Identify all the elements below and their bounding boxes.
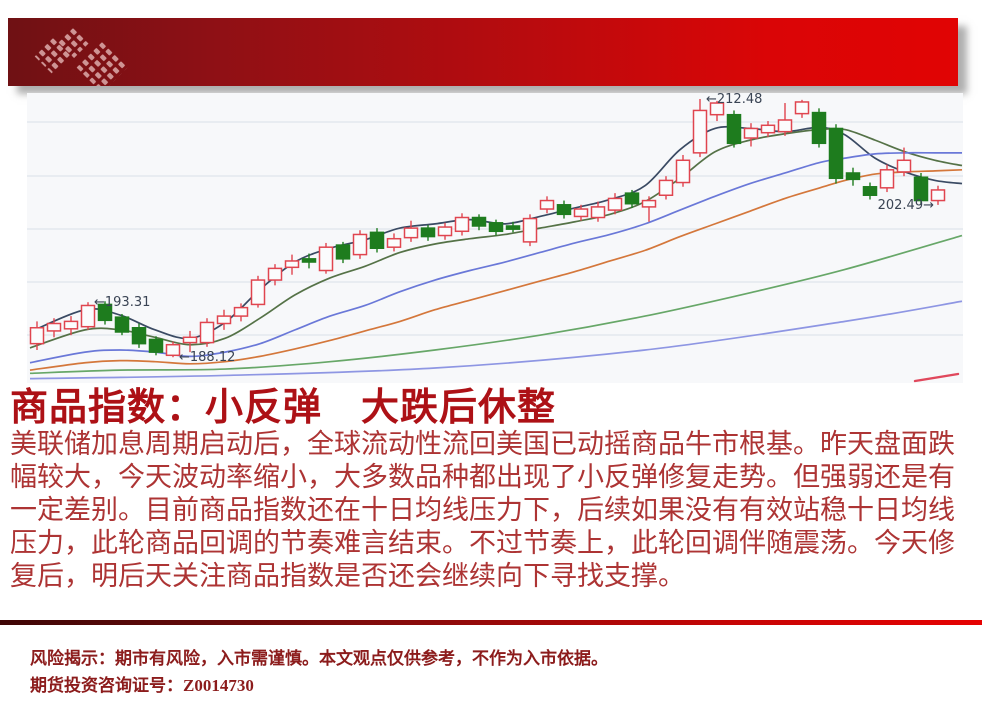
svg-text:←188.12: ←188.12: [179, 350, 235, 365]
commentary-line: 复后，明后天关注商品指数是否还会继续向下寻找支撑。: [10, 561, 685, 591]
brand-banner: [8, 18, 958, 86]
page-title: 商品指数：小反弹 大跌后休整: [10, 387, 557, 429]
license-number: 期货投资咨询证号：Z0014730: [30, 676, 254, 695]
divider-line: [0, 620, 982, 625]
risk-disclosure: 风险揭示：期市有风险，入市需谨慎。本文观点仅供参考，不作为入市依据。: [30, 649, 608, 668]
svg-text:←212.48: ←212.48: [706, 92, 762, 107]
commentary-line: 压力，此轮商品回调的节奏难言结束。不过节奏上，此轮回调伴随震荡。今天修: [10, 528, 955, 558]
candlestick-chart: ←212.48 ←193.31 ←188.12 202.49→: [0, 90, 982, 386]
commentary-paragraph: 美联储加息周期启动后，全球流动性流回美国已动摇商品牛市根基。昨天盘面跌 幅较大，…: [10, 428, 975, 593]
brand-pattern-icon: [34, 27, 128, 86]
svg-text:←193.31: ←193.31: [94, 295, 150, 310]
svg-text:202.49→: 202.49→: [878, 198, 934, 213]
commentary-line: 一定差别。目前商品指数还在十日均线压力下，后续如果没有有效站稳十日均线: [10, 495, 955, 525]
commentary-line: 美联储加息周期启动后，全球流动性流回美国已动摇商品牛市根基。昨天盘面跌: [10, 429, 955, 459]
footer: 风险揭示：期市有风险，入市需谨慎。本文观点仅供参考，不作为入市依据。 期货投资咨…: [30, 645, 608, 699]
commentary-line: 幅较大，今天波动率缩小，大多数品种都出现了小反弹修复走势。但强弱还是有: [10, 462, 955, 492]
